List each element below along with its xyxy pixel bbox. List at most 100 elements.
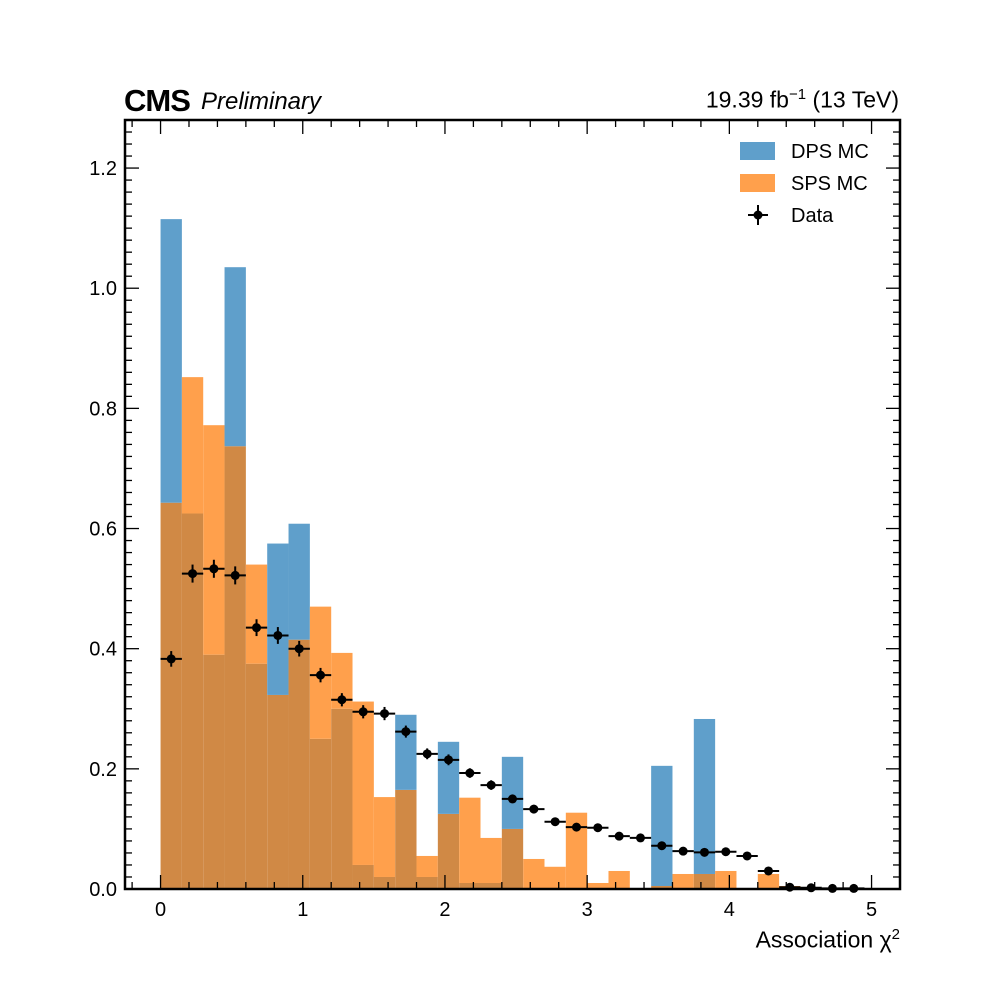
sps-bar [181, 377, 204, 514]
legend-swatch [740, 142, 775, 160]
data-point [203, 559, 225, 578]
overlap-bar [395, 789, 417, 889]
sps-bar [352, 701, 374, 865]
legend-swatch [740, 174, 775, 192]
data-point [736, 851, 758, 861]
data-marker [635, 833, 645, 843]
data-point [352, 705, 374, 719]
y-tick-label: 1.2 [89, 158, 117, 180]
y-tick-label: 1.0 [89, 278, 117, 300]
data-marker [401, 727, 411, 737]
dps-bar [395, 714, 417, 790]
data-point [779, 882, 801, 892]
overlap-bar [245, 663, 268, 889]
data-point [245, 619, 268, 637]
overlap-bar [203, 654, 225, 889]
y-tick-label: 0.0 [89, 879, 117, 901]
data-marker [657, 841, 667, 851]
data-point [160, 651, 182, 667]
legend-data-marker [748, 205, 768, 225]
axes-layer: 0.0 0.2 0.4 0.6 0.8 1.0 1.2 0 1 2 3 4 5 [89, 118, 902, 921]
data-marker [422, 749, 432, 759]
overlap-bar [459, 882, 481, 889]
sps-bar [523, 858, 545, 889]
data-point [395, 725, 417, 738]
data-point [224, 566, 246, 585]
y-tick-label: 0.2 [89, 759, 117, 781]
overlap-bar [352, 864, 374, 889]
status-label: Preliminary [201, 88, 322, 115]
data-marker [166, 654, 176, 664]
sps-bar [480, 837, 502, 883]
data-marker [699, 847, 709, 857]
data-point [523, 804, 545, 814]
data-point [437, 754, 460, 766]
sps-bar [544, 866, 566, 889]
data-marker [763, 866, 773, 876]
overlap-bar [181, 513, 204, 889]
overlap-bar [160, 502, 182, 889]
x-axis-label: Association χ2 [756, 926, 900, 954]
sps-bar [331, 652, 353, 709]
dps-bar [160, 219, 182, 503]
legend-data-dot [753, 210, 763, 220]
overlap-bar [224, 446, 246, 889]
data-point [501, 794, 524, 804]
data-point [309, 667, 332, 683]
sps-bar [203, 425, 225, 655]
overlap-bar [651, 885, 673, 889]
data-marker [678, 846, 688, 856]
data-point [608, 831, 630, 841]
data-point [373, 706, 396, 721]
x-axis-label-exponent: 2 [891, 926, 900, 943]
dps-bar [501, 756, 524, 829]
overlap-bar [373, 876, 396, 889]
overlap-bar [693, 873, 716, 889]
sps-bar [565, 812, 588, 889]
data-marker [380, 709, 390, 719]
dps-bar [651, 765, 673, 886]
overlap-bar [501, 828, 524, 889]
data-marker [252, 623, 262, 633]
data-marker [294, 644, 304, 654]
data-point [587, 823, 609, 833]
sps-bar [715, 870, 737, 889]
sps-bar [672, 873, 694, 889]
data-marker [273, 630, 283, 640]
data-marker [209, 564, 219, 574]
data-point [757, 866, 780, 876]
bars-layer [160, 219, 801, 889]
x-tick-label: 3 [582, 899, 593, 921]
dps-bar [693, 718, 716, 874]
sps-bar [416, 855, 438, 877]
data-marker [465, 768, 475, 778]
x-tick-label: 2 [439, 899, 450, 921]
overlap-bar [309, 738, 332, 889]
y-tick-label: 0.6 [89, 519, 117, 541]
data-marker [188, 569, 198, 579]
data-marker [444, 755, 454, 765]
overlap-bar [267, 694, 289, 889]
sps-bar [587, 882, 609, 889]
dps-bar [437, 741, 460, 814]
dps-bar [288, 523, 310, 640]
data-point [629, 833, 652, 843]
data-marker [316, 670, 326, 680]
luminosity-label: 19.39 fb−1 (13 TeV) [706, 86, 899, 114]
data-point [565, 822, 588, 832]
data-marker [337, 695, 347, 705]
data-marker [742, 851, 752, 861]
experiment-label: CMS [124, 83, 191, 118]
legend: DPS MC SPS MC Data [740, 141, 869, 227]
energy-label: (13 TeV) [812, 86, 899, 113]
legend-label: SPS MC [791, 173, 868, 195]
data-marker [230, 570, 240, 580]
x-axis-label-main: Association χ [755, 926, 892, 953]
overlap-bar [331, 708, 353, 889]
sps-bar [757, 873, 780, 889]
data-point [693, 847, 716, 857]
data-marker [529, 804, 539, 814]
data-point [181, 564, 204, 583]
dps-bar [267, 543, 289, 695]
